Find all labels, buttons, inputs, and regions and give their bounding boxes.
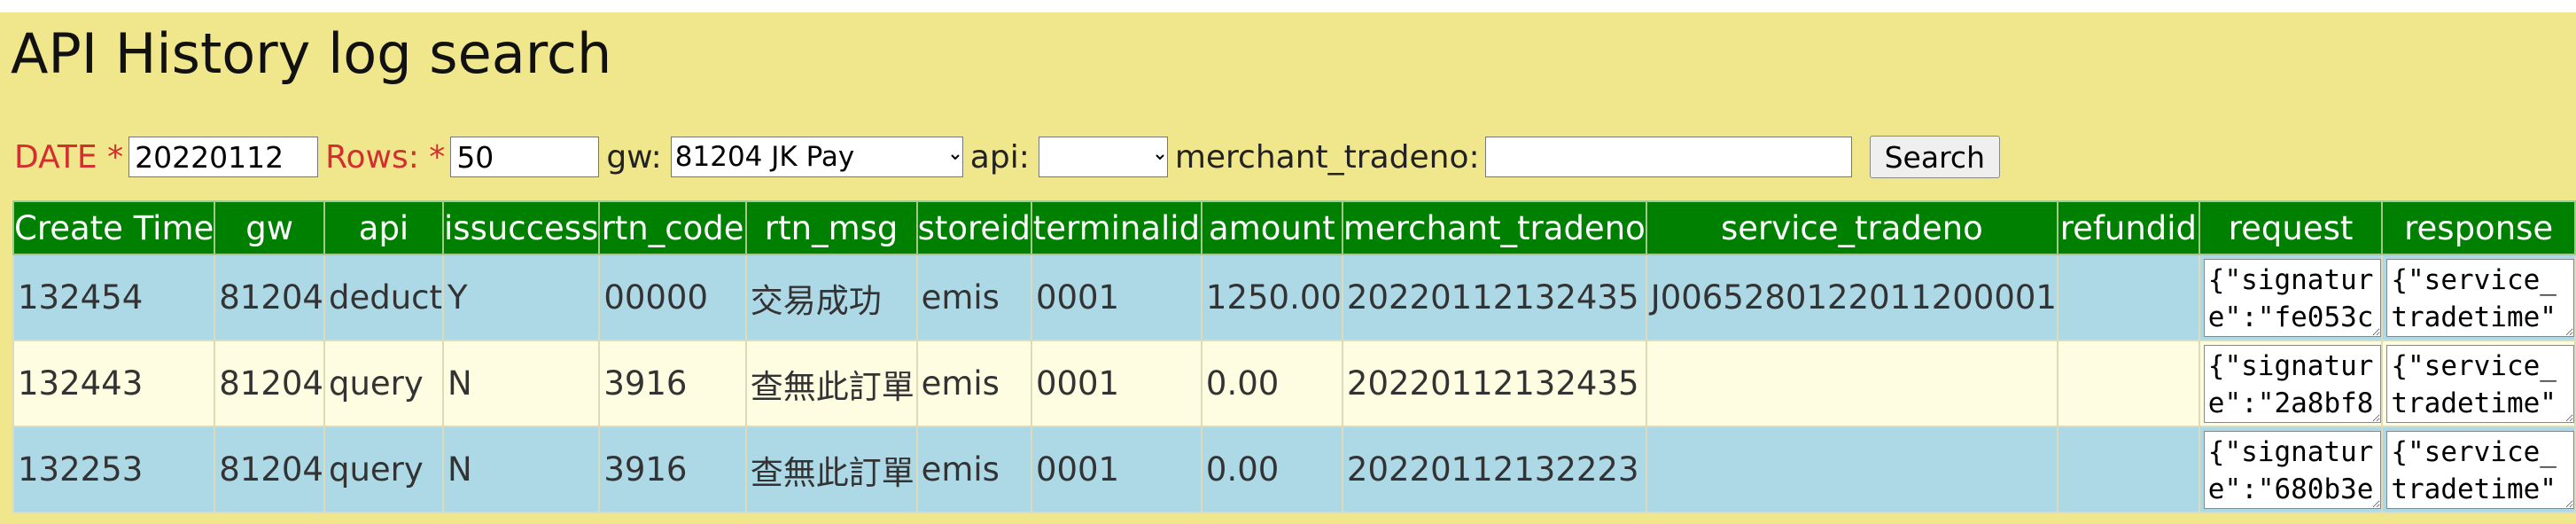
search-button[interactable]: Search — [1869, 136, 2000, 178]
gw-label: gw: — [606, 138, 662, 176]
search-form: DATE * Rows: * gw: 81204 JK Pay api: mer… — [14, 135, 2000, 179]
cell-issuccess: N — [442, 340, 601, 427]
cell-amount: 0.00 — [1200, 426, 1343, 513]
col-header-request[interactable]: request — [2198, 200, 2384, 255]
col-header-terminalid[interactable]: terminalid — [1030, 200, 1202, 255]
cell-service-tradeno — [1645, 426, 2058, 513]
rows-input[interactable] — [450, 137, 600, 177]
cell-storeid: emis — [915, 426, 1032, 513]
table-row: 132443 81204 query N 3916 查無此訂單 emis 000… — [12, 340, 2576, 427]
cell-api: deduct — [323, 254, 445, 341]
col-header-storeid[interactable]: storeid — [915, 200, 1032, 255]
results-table: Create Time gw api issuccess rtn_code rt… — [12, 200, 2576, 513]
cell-rtn-code: 00000 — [598, 254, 747, 341]
cell-terminalid: 0001 — [1030, 426, 1202, 513]
cell-request: {"signature":"2a8bf8 — [2198, 340, 2384, 427]
cell-rtn-msg: 查無此訂單 — [744, 340, 918, 427]
cell-api: query — [323, 426, 445, 513]
table-row: 132454 81204 deduct Y 00000 交易成功 emis 00… — [12, 254, 2576, 341]
col-header-api[interactable]: api — [323, 200, 445, 255]
cell-create-time: 132443 — [12, 340, 216, 427]
cell-gw: 81204 — [214, 340, 325, 427]
cell-storeid: emis — [915, 254, 1032, 341]
col-header-rtn-code[interactable]: rtn_code — [598, 200, 747, 255]
cell-refundid — [2056, 426, 2200, 513]
cell-response: {"service_tradetime" — [2381, 254, 2576, 341]
cell-request: {"signature":"fe053c — [2198, 254, 2384, 341]
gw-select[interactable]: 81204 JK Pay — [670, 137, 963, 177]
merchant-tradeno-input[interactable] — [1484, 137, 1852, 177]
cell-merchant-tradeno: 20220112132435 — [1341, 254, 1647, 341]
col-header-amount[interactable]: amount — [1200, 200, 1343, 255]
col-header-service-tradeno[interactable]: service_tradeno — [1645, 200, 2058, 255]
cell-amount: 1250.00 — [1200, 254, 1343, 341]
cell-rtn-msg: 交易成功 — [744, 254, 918, 341]
cell-merchant-tradeno: 20220112132435 — [1341, 340, 1647, 427]
table-row: 132253 81204 query N 3916 查無此訂單 emis 000… — [12, 426, 2576, 513]
cell-storeid: emis — [915, 340, 1032, 427]
api-label: api: — [969, 138, 1030, 176]
cell-refundid — [2056, 254, 2200, 341]
cell-issuccess: Y — [442, 254, 601, 341]
rows-label: Rows: * — [325, 138, 446, 176]
col-header-issuccess[interactable]: issuccess — [442, 200, 601, 255]
cell-response: {"service_tradetime" — [2381, 340, 2576, 427]
cell-rtn-msg: 查無此訂單 — [744, 426, 918, 513]
page-title: API History log search — [11, 21, 612, 86]
page-panel: API History log search DATE * Rows: * gw… — [0, 12, 2576, 524]
request-textarea[interactable]: {"signature":"fe053c — [2203, 258, 2381, 337]
cell-refundid — [2056, 340, 2200, 427]
response-textarea[interactable]: {"service_tradetime" — [2386, 258, 2574, 337]
cell-amount: 0.00 — [1200, 340, 1343, 427]
cell-gw: 81204 — [214, 426, 325, 513]
col-header-create-time[interactable]: Create Time — [12, 200, 216, 255]
cell-create-time: 132253 — [12, 426, 216, 513]
cell-service-tradeno: J0065280122011200001 — [1645, 254, 2058, 341]
cell-merchant-tradeno: 20220112132223 — [1341, 426, 1647, 513]
request-textarea[interactable]: {"signature":"2a8bf8 — [2203, 344, 2381, 423]
cell-gw: 81204 — [214, 254, 325, 341]
cell-terminalid: 0001 — [1030, 340, 1202, 427]
col-header-merchant-tradeno[interactable]: merchant_tradeno — [1341, 200, 1647, 255]
cell-rtn-code: 3916 — [598, 340, 747, 427]
col-header-gw[interactable]: gw — [214, 200, 325, 255]
date-input[interactable] — [128, 137, 319, 177]
api-select[interactable] — [1038, 137, 1168, 177]
cell-service-tradeno — [1645, 340, 2058, 427]
request-textarea[interactable]: {"signature":"680b3e — [2203, 430, 2381, 509]
cell-request: {"signature":"680b3e — [2198, 426, 2384, 513]
response-textarea[interactable]: {"service_tradetime" — [2386, 344, 2574, 423]
table-header-row: Create Time gw api issuccess rtn_code rt… — [12, 200, 2576, 255]
cell-create-time: 132454 — [12, 254, 216, 341]
cell-rtn-code: 3916 — [598, 426, 747, 513]
cell-api: query — [323, 340, 445, 427]
col-header-response[interactable]: response — [2381, 200, 2576, 255]
col-header-refundid[interactable]: refundid — [2056, 200, 2200, 255]
col-header-rtn-msg[interactable]: rtn_msg — [744, 200, 918, 255]
response-textarea[interactable]: {"service_tradetime" — [2386, 430, 2574, 509]
date-label: DATE * — [14, 138, 124, 176]
cell-terminalid: 0001 — [1030, 254, 1202, 341]
cell-response: {"service_tradetime" — [2381, 426, 2576, 513]
cell-issuccess: N — [442, 426, 601, 513]
merchant-tradeno-label: merchant_tradeno: — [1174, 138, 1480, 176]
